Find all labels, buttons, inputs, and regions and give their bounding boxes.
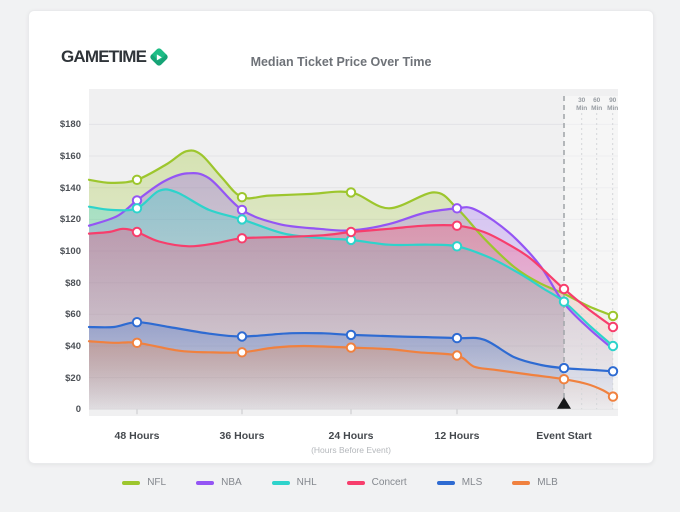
data-point-nba xyxy=(451,203,463,214)
data-point-mlb xyxy=(236,347,248,358)
legend-swatch xyxy=(271,480,290,485)
data-point-mlb xyxy=(451,350,463,361)
data-point-nfl xyxy=(345,187,357,198)
data-point-mls xyxy=(451,332,463,344)
data-point-concert xyxy=(131,226,143,238)
data-point-mls xyxy=(558,362,570,374)
legend-item-nhl: NHL xyxy=(271,477,317,488)
minute-label: 60 Min xyxy=(591,97,603,112)
legend-item-concert: Concert xyxy=(346,477,407,488)
y-axis-label-100: $100 xyxy=(59,246,81,257)
legend-swatch xyxy=(436,480,455,485)
legend-label: MLS xyxy=(461,477,483,488)
data-point-mls xyxy=(131,317,143,328)
data-point-concert xyxy=(236,233,248,244)
legend-swatch xyxy=(346,480,365,485)
price-chart xyxy=(87,96,619,415)
series-area-mlb xyxy=(89,341,613,410)
legend-label: MLB xyxy=(537,477,558,488)
minute-label: 90 Min xyxy=(607,97,619,112)
data-point-nhl xyxy=(607,340,619,352)
data-point-mlb xyxy=(345,342,357,353)
legend-item-nba: NBA xyxy=(196,477,242,488)
legend-label: NFL xyxy=(147,477,167,488)
data-point-nhl xyxy=(558,296,570,307)
legend-label: Concert xyxy=(371,477,407,488)
data-point-mlb xyxy=(131,337,143,349)
data-point-concert xyxy=(451,220,463,231)
data-point-nba xyxy=(236,204,248,216)
x-axis-label: Event Start xyxy=(536,430,592,442)
data-point-concert xyxy=(345,226,357,238)
y-axis-label-40: $40 xyxy=(65,340,81,352)
page-title: Median Ticket Price Over Time xyxy=(250,55,432,69)
data-point-nhl xyxy=(451,241,463,252)
y-axis-label-180: $180 xyxy=(59,119,81,131)
legend-label: NHL xyxy=(296,477,317,488)
legend-label: NBA xyxy=(221,477,242,488)
chart-card: GAMETIME Median Ticket Price Over Time 3… xyxy=(28,10,654,464)
legend-item-nfl: NFL xyxy=(122,477,166,488)
data-point-concert xyxy=(607,321,619,333)
y-axis-label-0: 0 xyxy=(75,404,81,416)
data-point-nfl xyxy=(131,174,143,186)
legend-item-mlb: MLB xyxy=(512,477,558,488)
data-point-nfl xyxy=(236,192,248,203)
y-axis-label-120: $120 xyxy=(59,214,81,226)
y-axis-label-80: $80 xyxy=(65,277,81,289)
y-axis-label-160: $160 xyxy=(59,151,81,163)
data-point-nhl xyxy=(236,214,248,225)
x-axis-label: 12 Hours xyxy=(434,430,480,442)
brand-logo: GAMETIME xyxy=(61,47,170,67)
data-point-mls xyxy=(345,329,357,341)
logo-text: GAMETIME xyxy=(61,47,147,66)
data-point-mlb xyxy=(607,391,619,402)
chart-plot-area: 30 Min 60 Min 90 Min xyxy=(87,89,619,416)
legend-item-mls: MLS xyxy=(436,477,483,488)
post-event-zone xyxy=(564,96,618,410)
series-line-nfl xyxy=(87,149,615,317)
data-point-mls xyxy=(607,366,619,377)
x-axis-label: 24 Hours xyxy=(328,430,374,442)
data-point-nhl xyxy=(131,203,143,214)
y-axis-label-140: $140 xyxy=(59,182,81,194)
legend-swatch xyxy=(512,480,531,485)
data-point-mls xyxy=(236,331,248,342)
y-axis-label-20: $20 xyxy=(65,372,81,384)
legend: NFL NBA NHL Concert MLS MLB xyxy=(0,477,680,488)
x-axis-label: 36 Hours xyxy=(219,430,265,442)
data-point-nfl xyxy=(607,310,619,322)
series-line-nba xyxy=(87,171,615,351)
event-start-marker xyxy=(557,397,571,409)
x-axis-label: 48 Hours xyxy=(114,430,160,442)
legend-swatch xyxy=(196,480,215,485)
axis-caption: (Hours Before Event) xyxy=(311,445,391,455)
y-axis-label-60: $60 xyxy=(65,309,81,321)
minute-label: 30 Min xyxy=(576,97,588,112)
legend-swatch xyxy=(122,480,141,485)
data-point-mlb xyxy=(558,374,570,385)
data-point-concert xyxy=(558,283,570,295)
